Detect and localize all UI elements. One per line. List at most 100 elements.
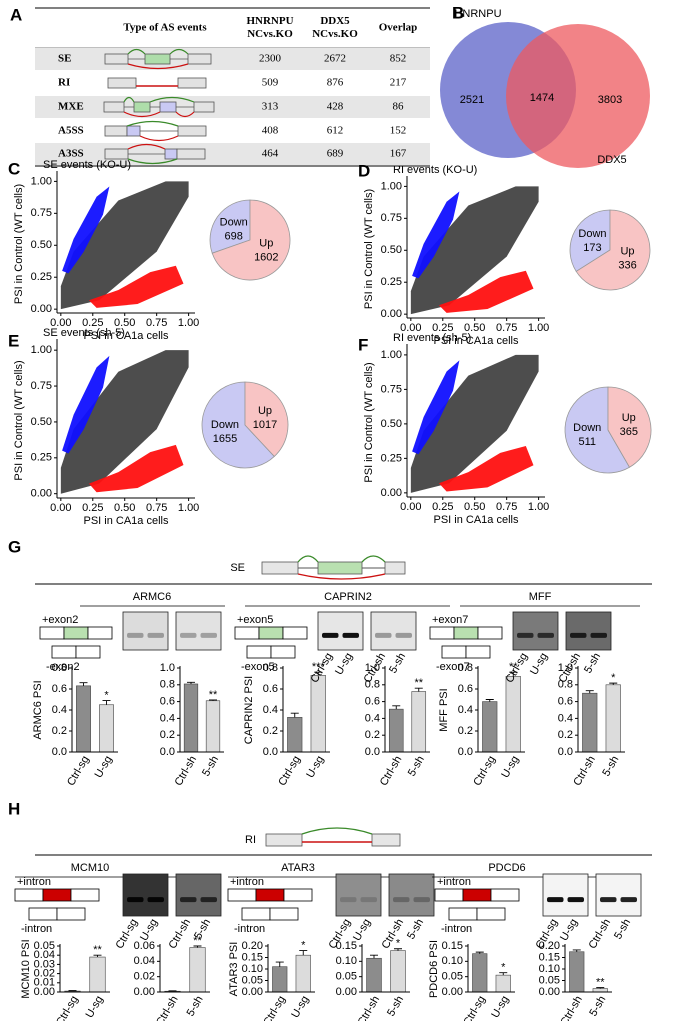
point-cloud	[62, 355, 110, 454]
exon-box	[126, 125, 141, 137]
x-tick-label: 5-sh	[406, 754, 427, 779]
lane-label: U-sg	[138, 917, 160, 943]
x-tick-label: U-sg	[304, 754, 326, 780]
error-bar	[79, 682, 88, 686]
bar	[295, 954, 311, 993]
table-row-band	[35, 96, 430, 118]
pie-slice	[209, 199, 251, 254]
exon-box	[133, 101, 151, 113]
gel-band	[200, 632, 217, 638]
bar	[592, 988, 608, 993]
exon-box	[87, 626, 113, 640]
slice-label: Down	[211, 419, 239, 431]
chart-title: SE events (KO-U)	[43, 159, 131, 171]
exon-box	[164, 148, 178, 160]
lane-label: U-sg	[528, 651, 550, 677]
exon-box	[283, 888, 313, 902]
lane-label: Ctrl-sh	[380, 917, 407, 951]
exon-box	[227, 888, 257, 902]
lane-label: U-sg	[333, 651, 355, 677]
bar	[569, 951, 585, 993]
x-tick-label: Ctrl-sg	[65, 754, 92, 788]
point-cloud	[438, 445, 534, 492]
y-tick-label: 0.8	[558, 679, 573, 691]
y-tick-label: 0.04	[134, 955, 155, 967]
gel-band	[127, 632, 144, 638]
isoform-label: +exon2	[42, 614, 78, 626]
gel-image	[122, 611, 169, 651]
x-tick-label: 0.50	[464, 322, 485, 334]
y-tick-label: 0.6	[558, 696, 573, 708]
event-type: A3SS	[58, 148, 84, 160]
gene-title: ARMC6	[133, 591, 172, 603]
y-axis-label: PDCD6 PSI	[428, 940, 440, 998]
exon-box	[270, 645, 296, 659]
y-tick-label: 1.0	[365, 662, 380, 674]
x-tick-label: 0.25	[432, 501, 453, 513]
splice-arc	[297, 573, 386, 580]
gel-image	[317, 611, 364, 651]
y-tick-label: 0.50	[31, 239, 52, 251]
x-axis-label: PSI in CA1a cells	[84, 515, 169, 527]
y-tick-label: 0.20	[242, 940, 263, 952]
point-cloud	[412, 191, 460, 279]
table-cell: 2672	[324, 53, 346, 65]
y-axis-label: MFF PSI	[438, 688, 450, 731]
venn-label: HNRNPU	[454, 8, 501, 20]
isoform-label: -intron	[441, 923, 472, 935]
slice-label: Up	[620, 246, 634, 258]
table-cell: 313	[262, 101, 279, 113]
x-tick-label: Ctrl-sh	[356, 994, 383, 1021]
y-tick-label: 0.0	[558, 746, 573, 758]
y-tick-label: 0.10	[242, 963, 263, 975]
significance: **	[93, 944, 102, 956]
gel-band	[180, 897, 197, 903]
exon-box	[28, 907, 58, 921]
y-tick-label: 0.01	[34, 977, 55, 989]
exon-box	[448, 907, 478, 921]
x-tick-label: 5-sh	[587, 994, 608, 1019]
y-tick-label: 0.00	[242, 986, 263, 998]
slice-value: 1655	[213, 433, 237, 445]
x-tick-label: 0.00	[50, 317, 71, 329]
exon-box	[193, 101, 215, 113]
y-tick-label: 0.20	[539, 940, 560, 952]
x-tick-label: U-sg	[489, 994, 511, 1020]
y-axis-label: ARMC6 PSI	[32, 680, 44, 739]
slice-value: 1602	[254, 251, 278, 263]
bar	[390, 950, 406, 993]
y-tick-label: 1.0	[558, 662, 573, 674]
slice-label: Up	[258, 405, 272, 417]
gel-image	[175, 611, 222, 651]
isoform-label: +intron	[230, 876, 264, 888]
isoform-label: -intron	[234, 923, 265, 935]
table-cell: 689	[327, 148, 344, 160]
gene-title: CAPRIN2	[324, 591, 372, 603]
bar	[99, 704, 114, 753]
x-tick-label: Ctrl-sg	[276, 754, 303, 788]
y-tick-label: 0.05	[539, 974, 560, 986]
lane-label: 5-sh	[387, 651, 408, 676]
gene-title: PDCD6	[488, 862, 525, 874]
table-cell: 612	[327, 125, 344, 137]
y-tick-label: 0.2	[160, 729, 175, 741]
x-tick-label: 0.00	[400, 322, 421, 334]
x-tick-label: 0.75	[146, 502, 167, 514]
exon-box	[39, 626, 65, 640]
y-tick-label: 0.50	[31, 416, 52, 428]
table-cell: 167	[390, 148, 407, 160]
y-tick-label: 0.00	[336, 986, 357, 998]
error-bar	[414, 687, 423, 692]
y-tick-label: 0.00	[381, 308, 402, 320]
table-row-band	[35, 143, 430, 165]
bar	[505, 676, 521, 753]
y-axis-label: PSI in Control (WT cells)	[363, 189, 375, 309]
splice-arc	[123, 111, 161, 118]
y-tick-label: 0.00	[31, 488, 52, 500]
error-bar	[585, 690, 594, 694]
gel-image	[335, 873, 382, 917]
error-bar	[572, 949, 581, 952]
exon-box	[282, 626, 308, 640]
y-tick-label: 0.8	[365, 679, 380, 691]
